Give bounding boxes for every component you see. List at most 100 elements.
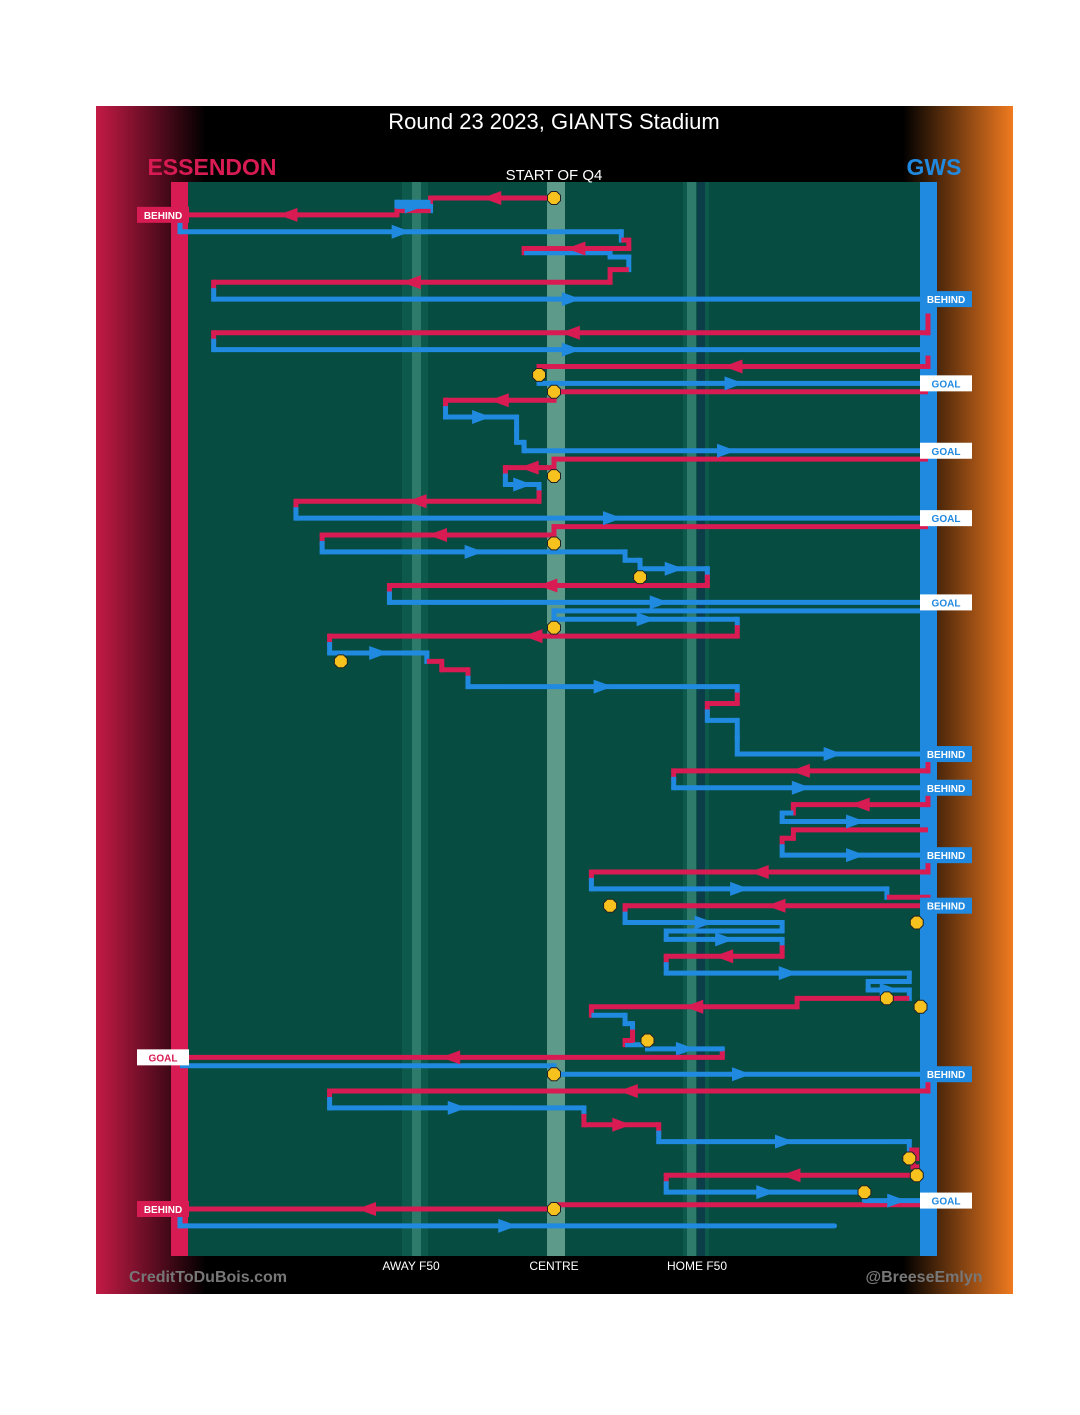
score-label: BEHIND <box>927 295 965 306</box>
score-label: BEHIND <box>927 750 965 761</box>
direction-arrow <box>675 1041 695 1056</box>
direction-arrow <box>472 410 492 425</box>
score-badge <box>920 375 972 392</box>
score-badge <box>920 847 972 864</box>
direction-arrow <box>790 763 810 778</box>
team-left-name: ESSENDON <box>147 154 276 180</box>
direction-arrow <box>846 814 866 829</box>
score-label: GOAL <box>932 598 961 609</box>
score-label: BEHIND <box>927 851 965 862</box>
direction-arrow <box>464 544 484 559</box>
essendon-goal-line <box>171 182 188 1256</box>
direction-arrow <box>357 1202 376 1216</box>
stoppage-marker <box>547 620 561 635</box>
score-label: BEHIND <box>144 211 182 222</box>
direction-arrow <box>278 207 298 222</box>
direction-arrow <box>778 966 798 981</box>
score-label: GOAL <box>149 1053 178 1064</box>
direction-arrow <box>756 1185 776 1200</box>
direction-arrow <box>560 325 580 340</box>
direction-arrow <box>498 1218 518 1233</box>
score-label: GOAL <box>932 447 961 458</box>
direction-arrow <box>717 443 737 458</box>
direction-arrow <box>850 797 870 812</box>
direction-arrow <box>482 191 502 205</box>
direction-arrow <box>513 477 533 492</box>
stoppage-marker <box>909 1168 924 1183</box>
x-label-away-f50: AWAY F50 <box>382 1259 440 1273</box>
direction-arrow <box>538 578 558 593</box>
direction-arrow <box>519 460 539 475</box>
score-label: BEHIND <box>927 784 965 795</box>
score-badge <box>920 897 972 914</box>
direction-arrow <box>441 1050 461 1065</box>
direction-arrow <box>566 241 586 256</box>
stoppage-marker <box>603 898 618 913</box>
stoppage-marker <box>547 1202 561 1216</box>
stoppage-marker <box>547 469 561 483</box>
direction-arrow <box>404 199 424 214</box>
score-badge <box>920 1066 972 1083</box>
score-badge <box>920 442 972 459</box>
stoppage-marker <box>547 191 561 205</box>
direction-arrow <box>523 629 543 644</box>
home-f50-dark-line <box>697 182 705 1256</box>
away-f50-line <box>412 182 421 1256</box>
x-label-centre: CENTRE <box>529 1259 578 1273</box>
footer-credit: CreditToDuBois.com <box>129 1269 287 1286</box>
stoppage-marker <box>902 1151 917 1166</box>
score-label: BEHIND <box>927 902 965 913</box>
direction-arrow <box>732 1067 751 1082</box>
direction-arrow <box>391 224 411 239</box>
direction-arrow <box>561 342 581 357</box>
direction-arrow <box>823 747 843 762</box>
score-badge <box>920 746 972 763</box>
stoppage-marker <box>547 536 561 551</box>
score-badge <box>920 1192 972 1209</box>
x-label-home-f50: HOME F50 <box>667 1259 727 1273</box>
direction-arrow <box>407 494 427 509</box>
score-badge <box>920 594 972 611</box>
score-markers: BEHIND BEHIND GOAL GOAL GOAL GOAL BEHIND BEHIND… <box>137 206 972 1217</box>
direction-arrow <box>781 1168 801 1183</box>
stoppage-marker <box>547 384 561 399</box>
footer-handle: @BreeseEmlyn <box>866 1269 983 1286</box>
direction-arrow <box>846 848 866 863</box>
score-badge <box>137 1201 189 1217</box>
score-label: BEHIND <box>927 1070 965 1081</box>
direction-arrow <box>715 932 735 947</box>
direction-arrow <box>887 1193 907 1208</box>
direction-arrow <box>730 881 750 896</box>
direction-arrow <box>684 999 704 1014</box>
score-badge <box>920 291 972 308</box>
stoppage-marker <box>633 570 647 585</box>
direction-arrow <box>749 865 769 879</box>
stoppage-marker <box>913 999 928 1014</box>
score-label: BEHIND <box>144 1205 182 1216</box>
direction-arrow <box>636 612 656 627</box>
stoppage-marker <box>547 1067 561 1082</box>
stoppage-marker <box>532 368 546 382</box>
direction-arrow <box>489 393 509 408</box>
direction-arrow <box>723 359 743 374</box>
direction-arrow <box>561 292 581 307</box>
score-badge <box>920 779 972 796</box>
score-label: GOAL <box>932 379 961 390</box>
gws-goal-line <box>920 182 937 1256</box>
stoppage-marker <box>857 1185 872 1200</box>
stoppage-markers <box>333 191 928 1216</box>
direction-arrow <box>694 915 714 930</box>
direction-arrow <box>766 898 786 913</box>
direction-arrow <box>664 561 684 576</box>
direction-arrow <box>714 949 734 964</box>
direction-arrow <box>593 679 613 694</box>
chart-title: Round 23 2023, GIANTS Stadium <box>388 109 719 134</box>
direction-arrow <box>447 1100 467 1115</box>
direction-arrow <box>791 780 811 795</box>
direction-arrow <box>612 1117 632 1132</box>
stoppage-marker <box>640 1033 655 1048</box>
possession-segments <box>177 191 931 1233</box>
team-right-name: GWS <box>907 154 962 180</box>
home-f50-line <box>687 182 696 1256</box>
